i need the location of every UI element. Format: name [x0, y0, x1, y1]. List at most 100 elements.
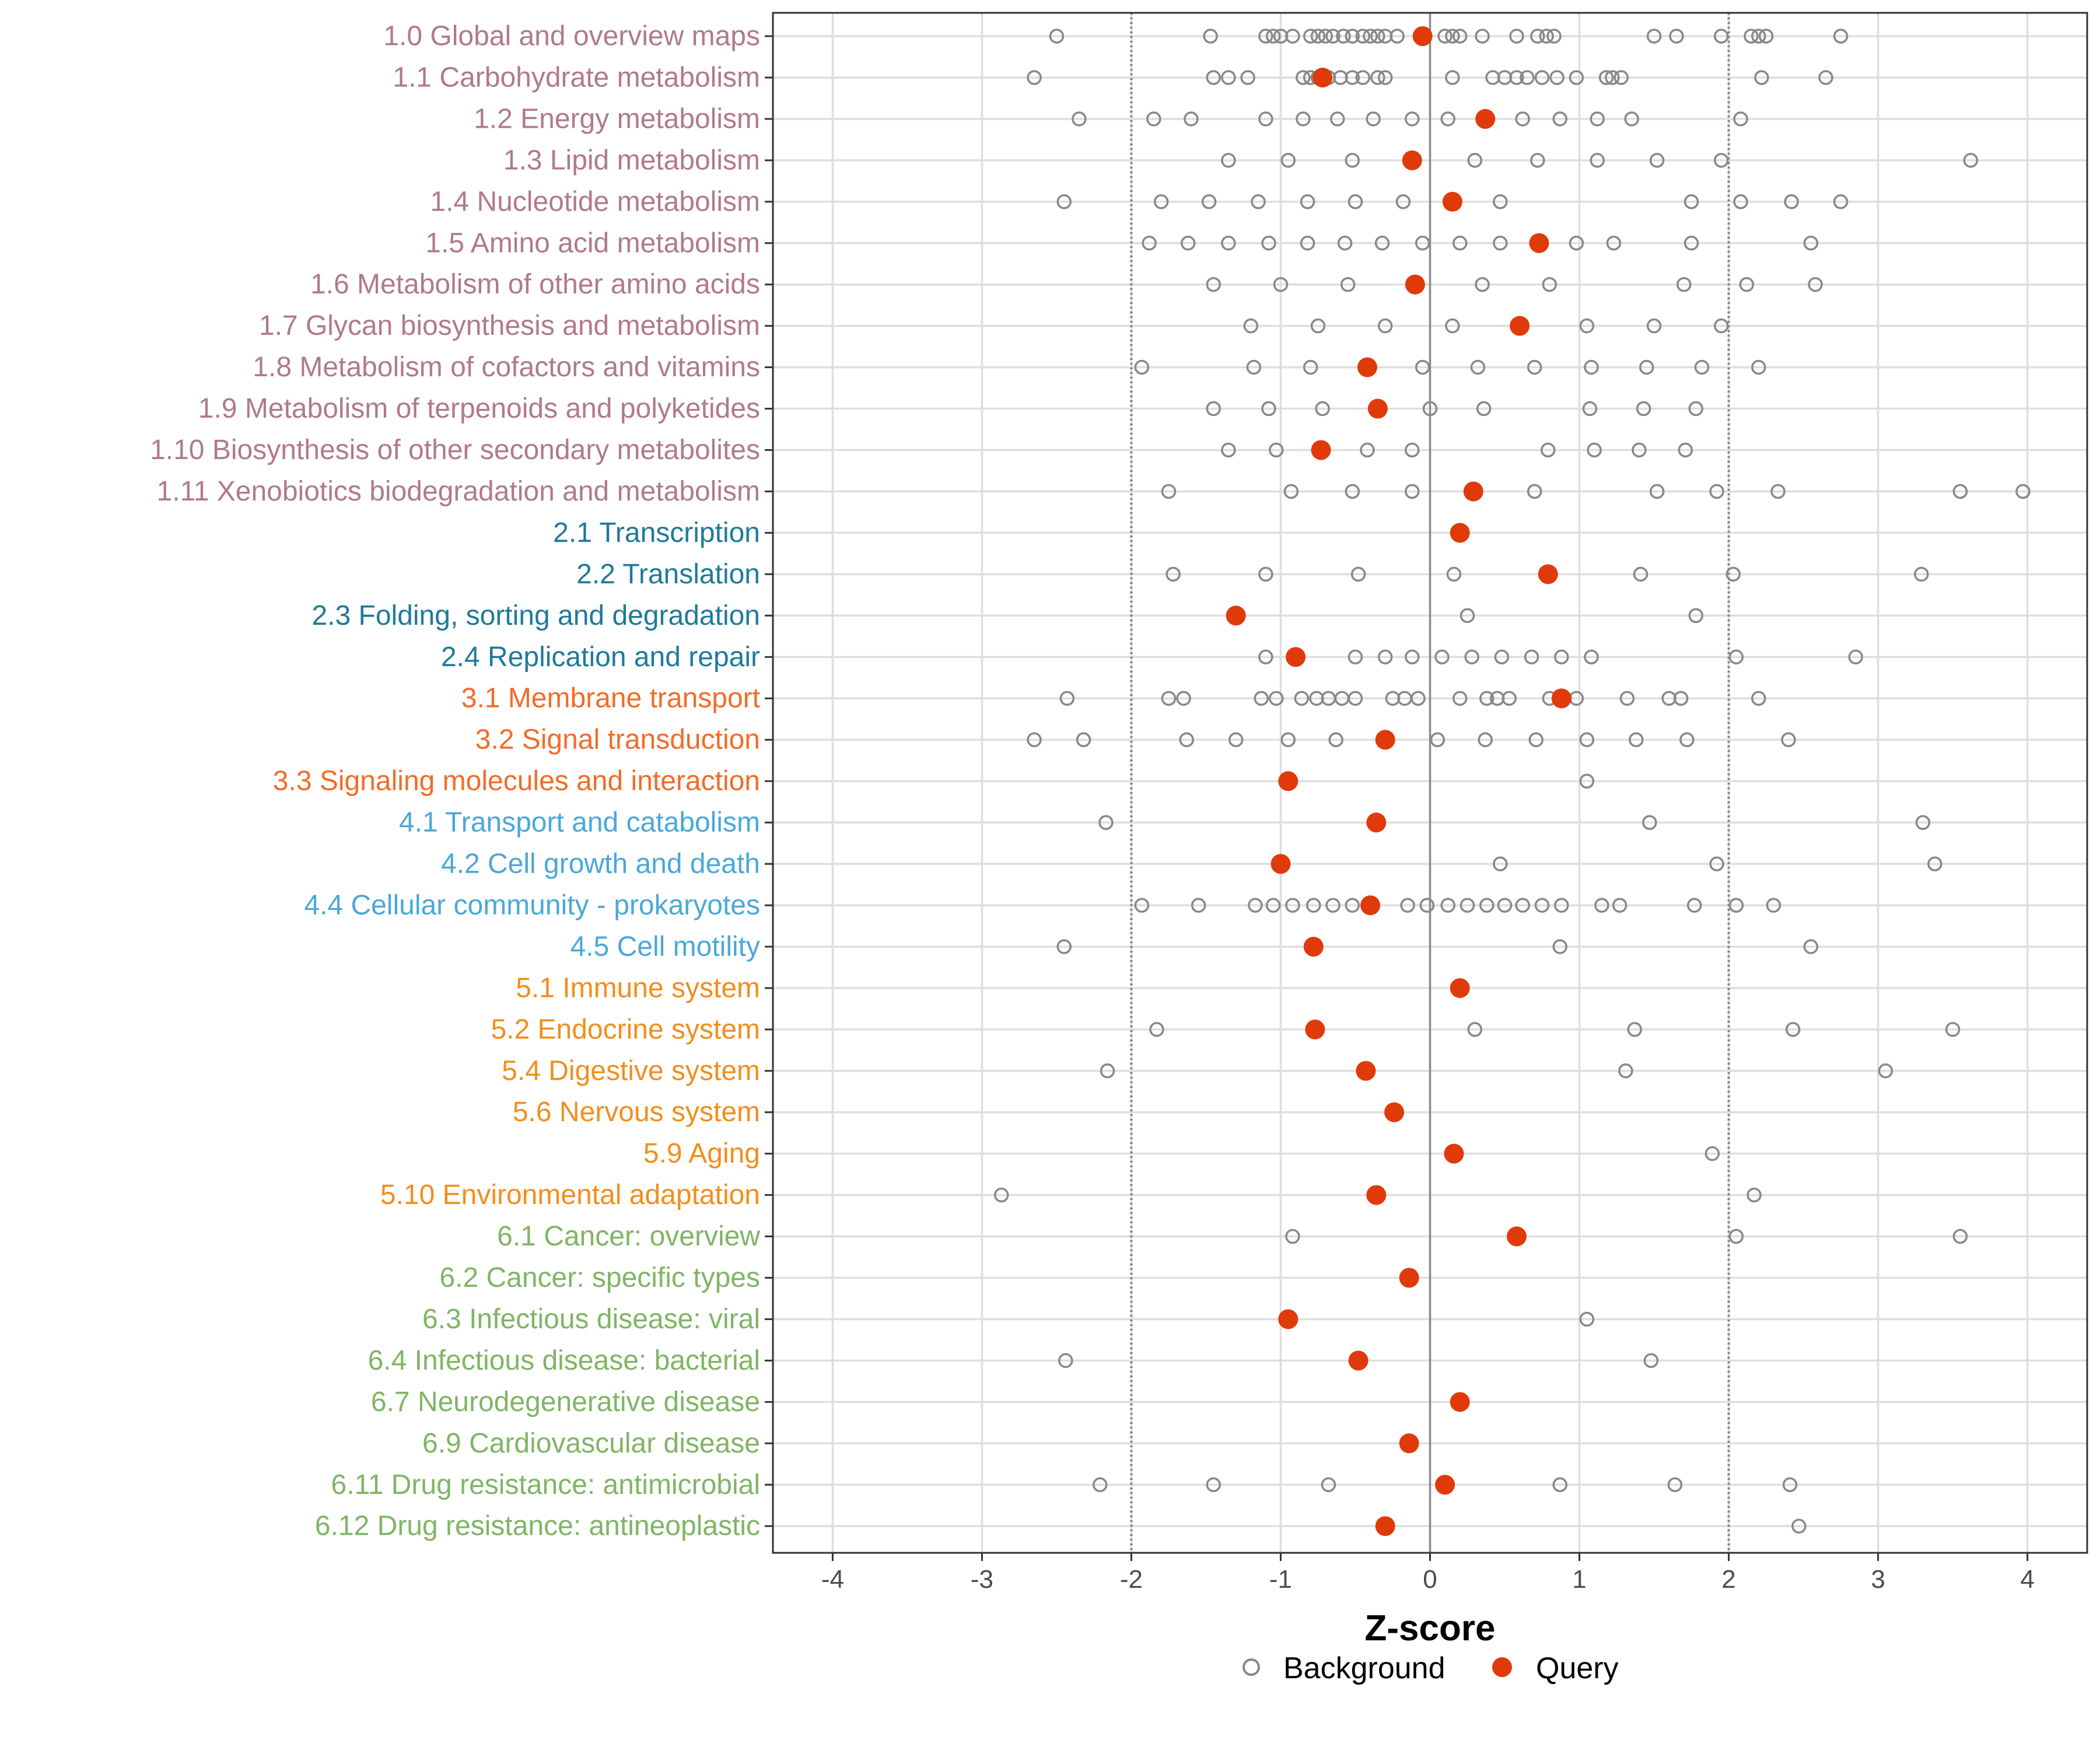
- background-point: [1927, 856, 1943, 872]
- background-point: [1784, 194, 1799, 209]
- background-point: [1415, 359, 1430, 375]
- background-point: [1639, 359, 1654, 375]
- background-point: [1355, 70, 1371, 85]
- background-point: [1878, 1063, 1894, 1079]
- background-point: [1206, 401, 1222, 416]
- background-point: [1400, 898, 1415, 913]
- background-point: [1377, 70, 1393, 85]
- background-point: [1300, 194, 1315, 209]
- background-point: [1475, 29, 1490, 44]
- background-point: [1345, 70, 1360, 85]
- background-point: [1782, 1477, 1798, 1492]
- background-point: [1781, 732, 1796, 747]
- background-point: [1180, 236, 1196, 251]
- background-point: [1527, 359, 1542, 375]
- background-point: [1619, 691, 1635, 706]
- background-point: [1624, 111, 1639, 127]
- background-point: [1478, 732, 1493, 747]
- background-point: [1646, 29, 1662, 44]
- background-point: [1058, 1353, 1073, 1368]
- x-axis-ticks: -4 -3 -2 -1 0 1 2 3 4: [821, 1553, 2035, 1594]
- category-label: 5.4 Digestive system: [502, 1055, 760, 1086]
- background-point: [1479, 898, 1494, 913]
- background-point: [1733, 111, 1748, 127]
- background-point: [1584, 649, 1599, 664]
- category-label: 1.6 Metabolism of other amino acids: [310, 269, 760, 300]
- background-point: [1476, 401, 1492, 416]
- background-point: [1098, 815, 1114, 830]
- query-point: [1450, 523, 1470, 543]
- legend-background-label: Background: [1283, 1651, 1446, 1685]
- query-point: [1450, 1392, 1470, 1412]
- background-point: [1340, 276, 1356, 292]
- background-point: [1633, 566, 1648, 582]
- background-point: [1554, 649, 1569, 664]
- background-point: [1569, 236, 1584, 251]
- background-point: [1579, 732, 1595, 747]
- query-point: [1312, 67, 1333, 88]
- background-point: [1627, 1022, 1643, 1037]
- background-point: [1258, 29, 1273, 44]
- query-point: [1412, 26, 1433, 46]
- background-point: [1221, 153, 1236, 168]
- query-point: [1226, 606, 1246, 626]
- background-point: [1579, 1311, 1595, 1327]
- background-point: [1509, 70, 1524, 85]
- x-tick-label: 1: [1572, 1565, 1586, 1594]
- background-point: [1422, 401, 1438, 416]
- background-point: [1360, 442, 1375, 458]
- background-point: [1246, 359, 1262, 375]
- background-point: [1370, 29, 1385, 44]
- query-point: [1444, 1143, 1464, 1164]
- background-point: [1254, 691, 1269, 706]
- background-point: [1709, 856, 1724, 872]
- background-point: [1258, 111, 1273, 127]
- x-tick-label: 2: [1721, 1565, 1735, 1594]
- query-point: [1435, 1475, 1455, 1495]
- background-point: [1520, 70, 1535, 85]
- background-point: [1092, 1477, 1108, 1492]
- background-point: [1330, 111, 1345, 127]
- background-point: [1296, 70, 1311, 85]
- background-point: [1643, 1353, 1659, 1368]
- background-point: [1452, 29, 1468, 44]
- background-point: [1221, 442, 1236, 458]
- category-label: 4.1 Transport and catabolism: [399, 807, 760, 838]
- background-point: [1350, 566, 1366, 582]
- query-point: [1506, 1226, 1527, 1247]
- query-point: [1450, 978, 1470, 998]
- background-point: [1221, 236, 1236, 251]
- background-point: [1283, 484, 1299, 499]
- background-point: [1606, 236, 1622, 251]
- background-point: [1294, 691, 1310, 706]
- background-point: [1445, 29, 1460, 44]
- background-point: [1345, 484, 1360, 499]
- x-tick-label: 0: [1423, 1565, 1437, 1594]
- background-point: [1770, 484, 1786, 499]
- background-point: [1285, 29, 1300, 44]
- background-point: [1176, 691, 1191, 706]
- background-point: [1318, 29, 1334, 44]
- background-point: [1248, 898, 1263, 913]
- x-axis-title: Z-score: [1365, 1608, 1496, 1648]
- category-label: 1.11 Xenobiotics biodegradation and meta…: [157, 476, 760, 507]
- background-point: [1460, 608, 1475, 624]
- background-point: [1686, 898, 1702, 913]
- background-point: [1296, 111, 1311, 127]
- query-point: [1366, 813, 1387, 833]
- background-point: [1142, 236, 1157, 251]
- background-point: [1056, 194, 1072, 209]
- background-point: [1325, 898, 1340, 913]
- background-point: [1751, 691, 1766, 706]
- query-point: [1384, 1102, 1405, 1122]
- background-point: [1678, 442, 1693, 458]
- background-point: [1515, 111, 1530, 127]
- background-point: [1345, 898, 1360, 913]
- category-label: 2.4 Replication and repair: [441, 642, 760, 673]
- background-point: [1726, 566, 1741, 582]
- background-point: [1552, 939, 1567, 954]
- category-label: 3.3 Signaling molecules and interaction: [273, 766, 760, 797]
- background-point: [1758, 29, 1774, 44]
- background-point: [1502, 691, 1517, 706]
- query-point: [1366, 1185, 1387, 1205]
